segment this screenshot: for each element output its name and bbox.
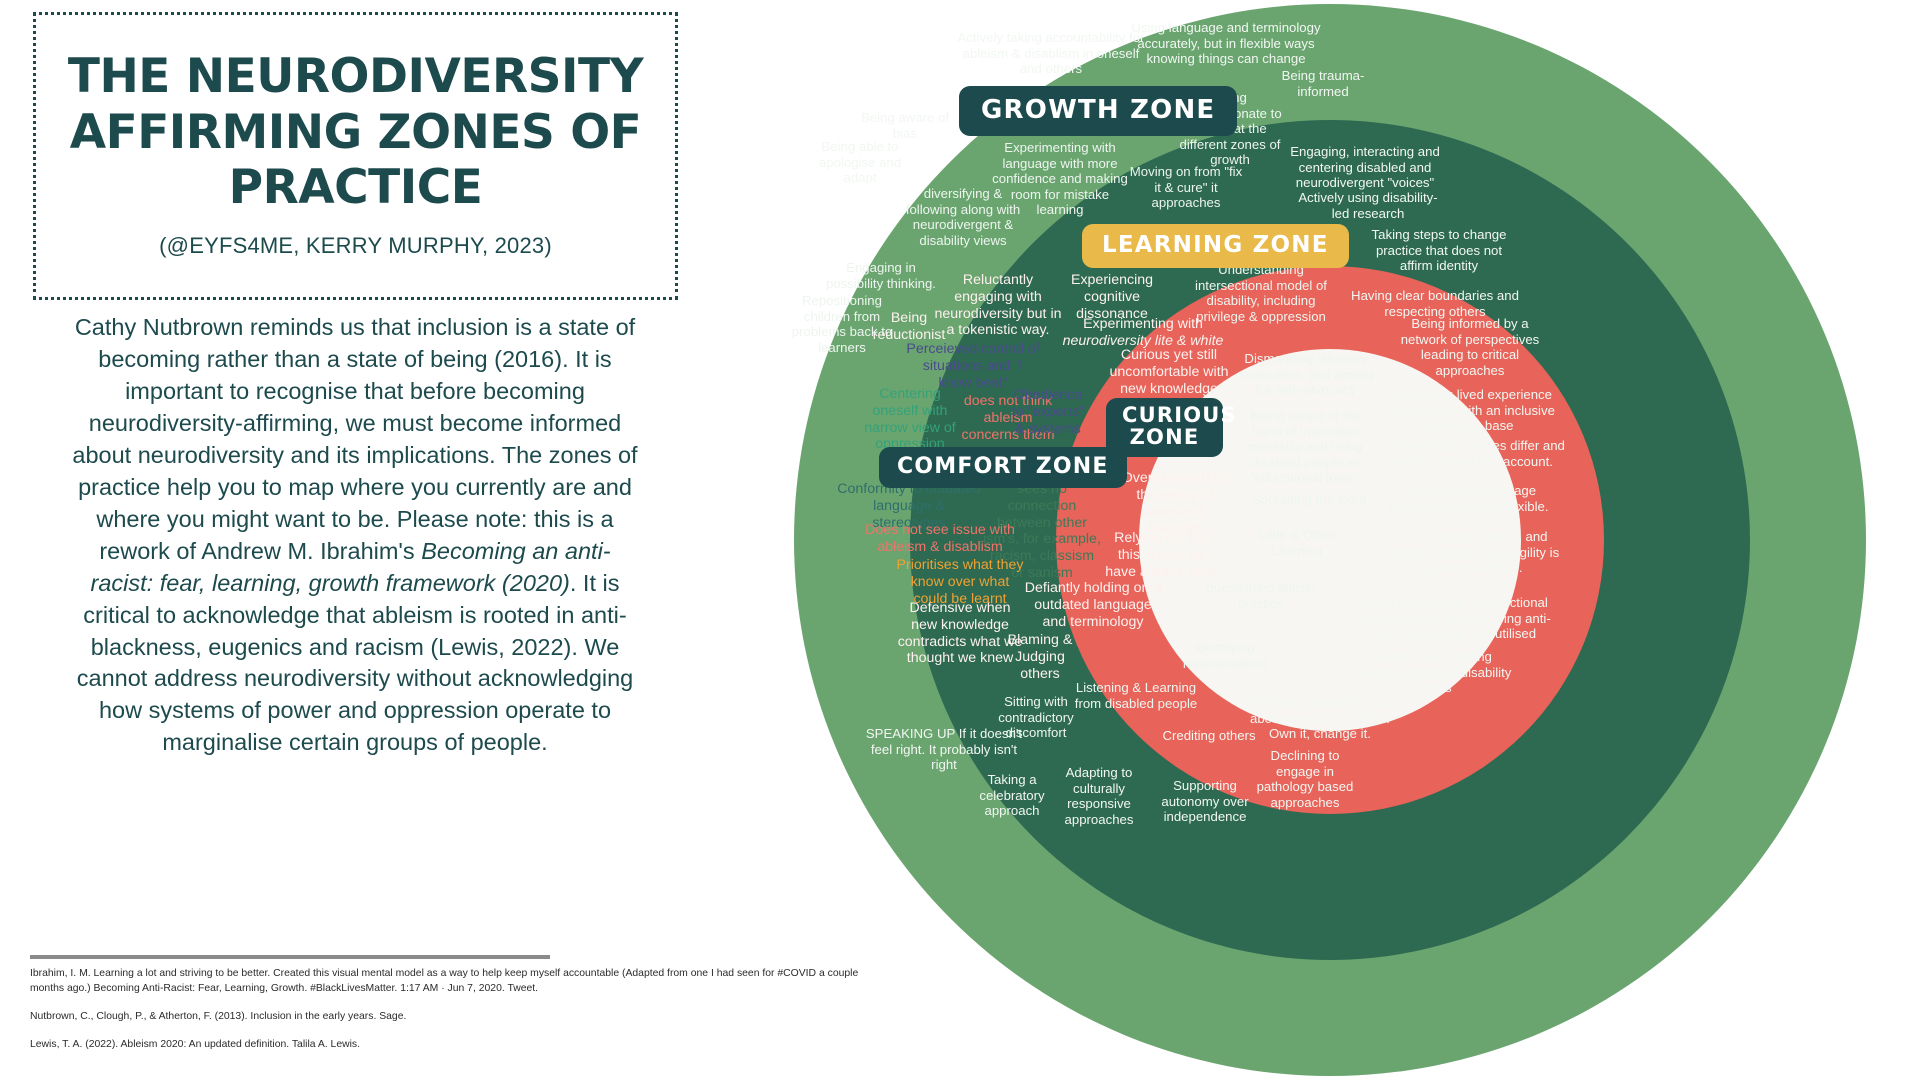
growth-label: Actively using disability-led research [1298,190,1438,221]
footnote-item: Lewis, T. A. (2022). Ableism 2020: An up… [30,1039,361,1051]
curious-label: Overwhelmed by the reality of ableism & … [1121,470,1229,537]
growth-label: Being informed by a network of perspecti… [1400,316,1540,378]
growth-label: Being trauma-informed [1281,68,1365,99]
learning-label: Moving on from "fix it & cure" it approa… [1129,164,1243,211]
learning-label: Spreading the word [1251,492,1367,507]
learning-label: diversifying & following along with neur… [905,186,1021,248]
growth-label: Taking a celebratory approach [979,772,1045,819]
growth-label: Effectively managing guilt about previou… [1245,695,1395,742]
learning-label: questioning ableist practice [1206,580,1316,611]
footnote-list: Ibrahim, I. M. Learning a lot and strivi… [30,966,860,1052]
intro-paragraph: Cathy Nutbrown reminds us that inclusion… [70,312,640,759]
growth-label: SPEAKING UP If it doesn't feel right. It… [865,726,1023,773]
curious-label: Being reductionist [872,310,946,343]
curious-label-italic: neurodiversity lite & white [1062,332,1224,349]
growth-label: Taking steps to change practice that doe… [1371,227,1507,274]
curious-label: Experimenting with neurodiversity lite &… [1059,316,1227,350]
badge-curious-zone: CURIOUS ZONE [1106,398,1236,457]
learning-label: Listening & Learning from disabled peopl… [1074,680,1198,711]
learning-label: Little & Often Learning [1258,527,1336,558]
curious-label: Reluctantly engaging with neurodiversity… [934,272,1062,339]
comfort-label: sees no connection between other ism's, … [983,481,1101,581]
growth-label: Declining to engage in pathology based a… [1256,748,1354,810]
comfort-label: Obedience to "experts" & systems [1011,387,1085,437]
comfort-label: Prioritises what they know over what cou… [896,557,1024,607]
growth-label: Being informed by intersectional discrim… [1357,595,1551,642]
growth-label: Engaging, interacting and centering disa… [1290,144,1440,191]
growth-label: Actively dismantling neurodivergent & di… [1356,649,1512,696]
title-box: THE NEURODIVERSITY AFFIRMING ZONES OF PR… [33,12,678,300]
growth-label: Knowing experiences differ and taking co… [1381,438,1565,469]
growth-label: Crediting others [1162,728,1256,743]
comfort-label: Perceieved control of situations and "I … [906,341,1040,391]
learning-label: Repositioning children from problems bac… [791,293,893,355]
curious-label: Experiencing cognitive dissonance [1070,272,1154,322]
badge-comfort-zone: COMFORT ZONE [879,447,1127,488]
badge-learning-zone: LEARNING ZONE [1082,224,1349,268]
growth-label: Adapting to culturally responsive approa… [1064,765,1134,827]
zones-diagram: GROWTH ZONE LEARNING ZONE CURIOUS ZONE C… [740,0,1920,1080]
footnote-item: Ibrahim, I. M. Learning a lot and strivi… [30,968,859,995]
growth-label: Actively taking accountability for ablei… [957,30,1145,77]
curious-label: Curious yet still uncomfortable with new… [1109,347,1229,397]
badge-growth-zone: GROWTH ZONE [959,86,1238,136]
page-subtitle: (@EYFS4ME, KERRY MURPHY, 2023) [159,232,552,258]
growth-label: Having clear boundaries and respecting o… [1351,288,1519,319]
growth-label: De-centering oneself, and respecting tha… [1384,529,1560,576]
learning-label: Understanding intersectional model of di… [1195,262,1327,324]
left-panel: THE NEURODIVERSITY AFFIRMING ZONES OF PR… [0,0,900,1080]
comfort-label: Centering oneself with narrow view of op… [864,386,956,453]
intro-part-2: . It is critical to acknowledge that abl… [76,569,634,756]
intro-italic-citation: Becoming an anti-racist: fear, learning,… [90,537,611,596]
comfort-label: does not think ableism concerns them [961,393,1055,443]
learning-label: identifying representation [1182,640,1268,671]
curious-label: Defensive when new knowledge contradicts… [897,600,1023,667]
learning-label: Engaging in possibility thinking. [826,260,936,291]
footnote-divider [30,955,550,959]
growth-label: Using language and terminology accuratel… [1131,20,1321,67]
intro-part-1: Cathy Nutbrown reminds us that inclusion… [72,314,638,564]
comfort-label: Does not see issue with ableism & disabl… [865,522,1015,555]
learning-label: Dismantling disability saviourism, and a… [1238,351,1374,398]
curious-label: Relying on "but this is how we have alwa… [1105,530,1219,597]
page-title: THE NEURODIVERSITY AFFIRMING ZONES OF PR… [67,49,644,216]
curious-label: Defiantly holding onto outdated language… [1024,580,1162,630]
curious-label: Blaming & Judging others [1007,632,1073,682]
learning-label: Being aware of the harm of inspiration m… [1249,408,1363,486]
learning-label: Sitting with contradictory discomfort [998,694,1074,741]
footnote-item: Nutbrown, C., Clough, P., & Atherton, F.… [30,1011,407,1023]
curious-label-prefix: Experimenting with [1083,316,1203,332]
learning-label: Experimenting with language with more co… [992,140,1128,218]
growth-label: Supporting autonomy over independence [1161,778,1249,825]
growth-label: Being aware of bias [861,110,949,141]
growth-label: Being able to apologise and adapt [818,139,902,186]
growth-label: Combining lived experience frameworks wi… [1387,387,1555,434]
growth-label: Asking about language preferences. Being… [1389,483,1549,514]
